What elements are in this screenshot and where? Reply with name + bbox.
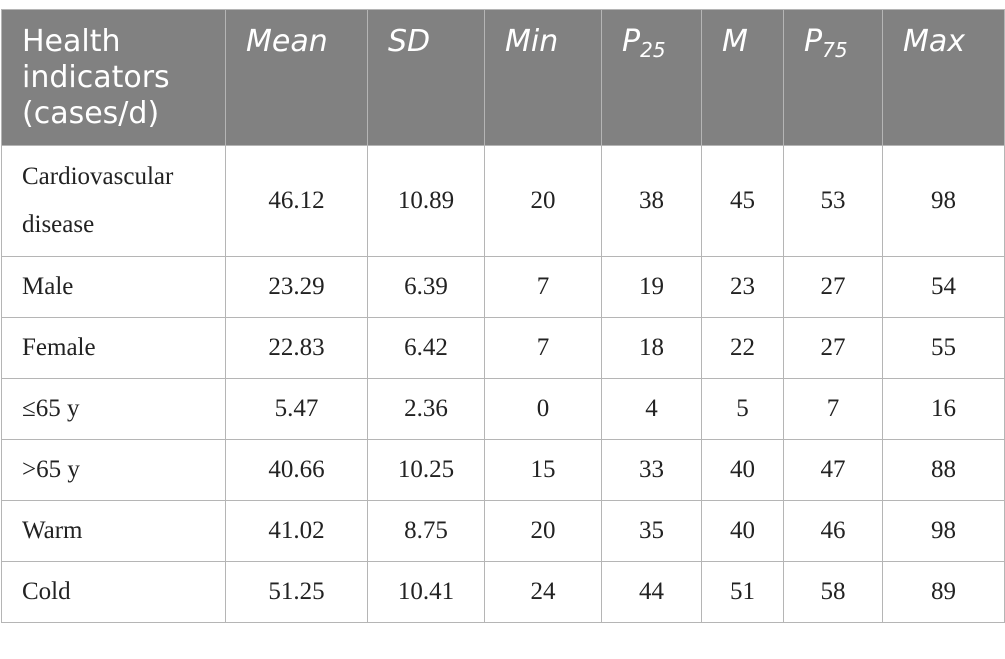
header-p75-sub: 75 [822, 38, 848, 62]
row-label: >65 y [1, 439, 226, 501]
cell-sd: 8.75 [367, 500, 485, 562]
cell-median: 22 [701, 317, 784, 379]
cell-median: 40 [701, 439, 784, 501]
cell-p25: 19 [601, 256, 702, 318]
cell-min: 24 [484, 561, 602, 623]
cell-p25: 4 [601, 378, 702, 440]
header-p25: P25 [601, 9, 702, 146]
cell-p75: 58 [783, 561, 883, 623]
cell-max: 88 [882, 439, 1005, 501]
header-p25-sub: 25 [640, 38, 666, 62]
row-label: Cold [1, 561, 226, 623]
cell-sd: 10.41 [367, 561, 485, 623]
cell-max: 54 [882, 256, 1005, 318]
header-median: M [701, 9, 784, 146]
cell-min: 7 [484, 317, 602, 379]
header-p25-base: P [622, 24, 641, 59]
header-row: Health indicators (cases/d) Mean SD Min … [1, 9, 1005, 146]
header-health-indicators: Health indicators (cases/d) [1, 9, 226, 146]
row-label: Warm [1, 500, 226, 562]
table-row: Cardiovascular disease 46.12 10.89 20 38… [1, 145, 1005, 257]
cell-min: 0 [484, 378, 602, 440]
cell-p75: 47 [783, 439, 883, 501]
cell-median: 51 [701, 561, 784, 623]
stats-table: Health indicators (cases/d) Mean SD Min … [1, 9, 1005, 623]
table-body: Cardiovascular disease 46.12 10.89 20 38… [1, 145, 1005, 623]
cell-mean: 41.02 [225, 500, 368, 562]
cell-median: 45 [701, 145, 784, 257]
cell-median: 40 [701, 500, 784, 562]
header-p75-base: P [804, 24, 823, 59]
row-label: Cardiovascular disease [1, 145, 226, 257]
cell-p75: 46 [783, 500, 883, 562]
table-row: Female 22.83 6.42 7 18 22 27 55 [1, 317, 1005, 379]
cell-min: 20 [484, 500, 602, 562]
cell-median: 5 [701, 378, 784, 440]
cell-p25: 33 [601, 439, 702, 501]
cell-sd: 2.36 [367, 378, 485, 440]
cell-mean: 22.83 [225, 317, 368, 379]
header-sd: SD [367, 9, 485, 146]
table-row: Warm 41.02 8.75 20 35 40 46 98 [1, 500, 1005, 562]
cell-max: 89 [882, 561, 1005, 623]
cell-p25: 44 [601, 561, 702, 623]
header-max: Max [882, 9, 1005, 146]
cell-mean: 51.25 [225, 561, 368, 623]
cell-max: 16 [882, 378, 1005, 440]
table-row: >65 y 40.66 10.25 15 33 40 47 88 [1, 439, 1005, 501]
row-label: Male [1, 256, 226, 318]
cell-max: 55 [882, 317, 1005, 379]
cell-p25: 35 [601, 500, 702, 562]
cell-p25: 18 [601, 317, 702, 379]
header-p75: P75 [783, 9, 883, 146]
cell-p75: 27 [783, 256, 883, 318]
row-label: Female [1, 317, 226, 379]
cell-max: 98 [882, 500, 1005, 562]
cell-mean: 5.47 [225, 378, 368, 440]
cell-sd: 10.89 [367, 145, 485, 257]
table-header: Health indicators (cases/d) Mean SD Min … [1, 9, 1005, 146]
header-mean: Mean [225, 9, 368, 146]
table-row: Male 23.29 6.39 7 19 23 27 54 [1, 256, 1005, 318]
cell-sd: 10.25 [367, 439, 485, 501]
table-row: Cold 51.25 10.41 24 44 51 58 89 [1, 561, 1005, 623]
cell-sd: 6.42 [367, 317, 485, 379]
cell-mean: 46.12 [225, 145, 368, 257]
cell-median: 23 [701, 256, 784, 318]
cell-sd: 6.39 [367, 256, 485, 318]
cell-p75: 7 [783, 378, 883, 440]
cell-mean: 40.66 [225, 439, 368, 501]
row-label: ≤65 y [1, 378, 226, 440]
header-min: Min [484, 9, 602, 146]
cell-p75: 53 [783, 145, 883, 257]
cell-max: 98 [882, 145, 1005, 257]
table-row: ≤65 y 5.47 2.36 0 4 5 7 16 [1, 378, 1005, 440]
cell-min: 20 [484, 145, 602, 257]
cell-min: 7 [484, 256, 602, 318]
cell-p25: 38 [601, 145, 702, 257]
cell-mean: 23.29 [225, 256, 368, 318]
cell-min: 15 [484, 439, 602, 501]
cell-p75: 27 [783, 317, 883, 379]
